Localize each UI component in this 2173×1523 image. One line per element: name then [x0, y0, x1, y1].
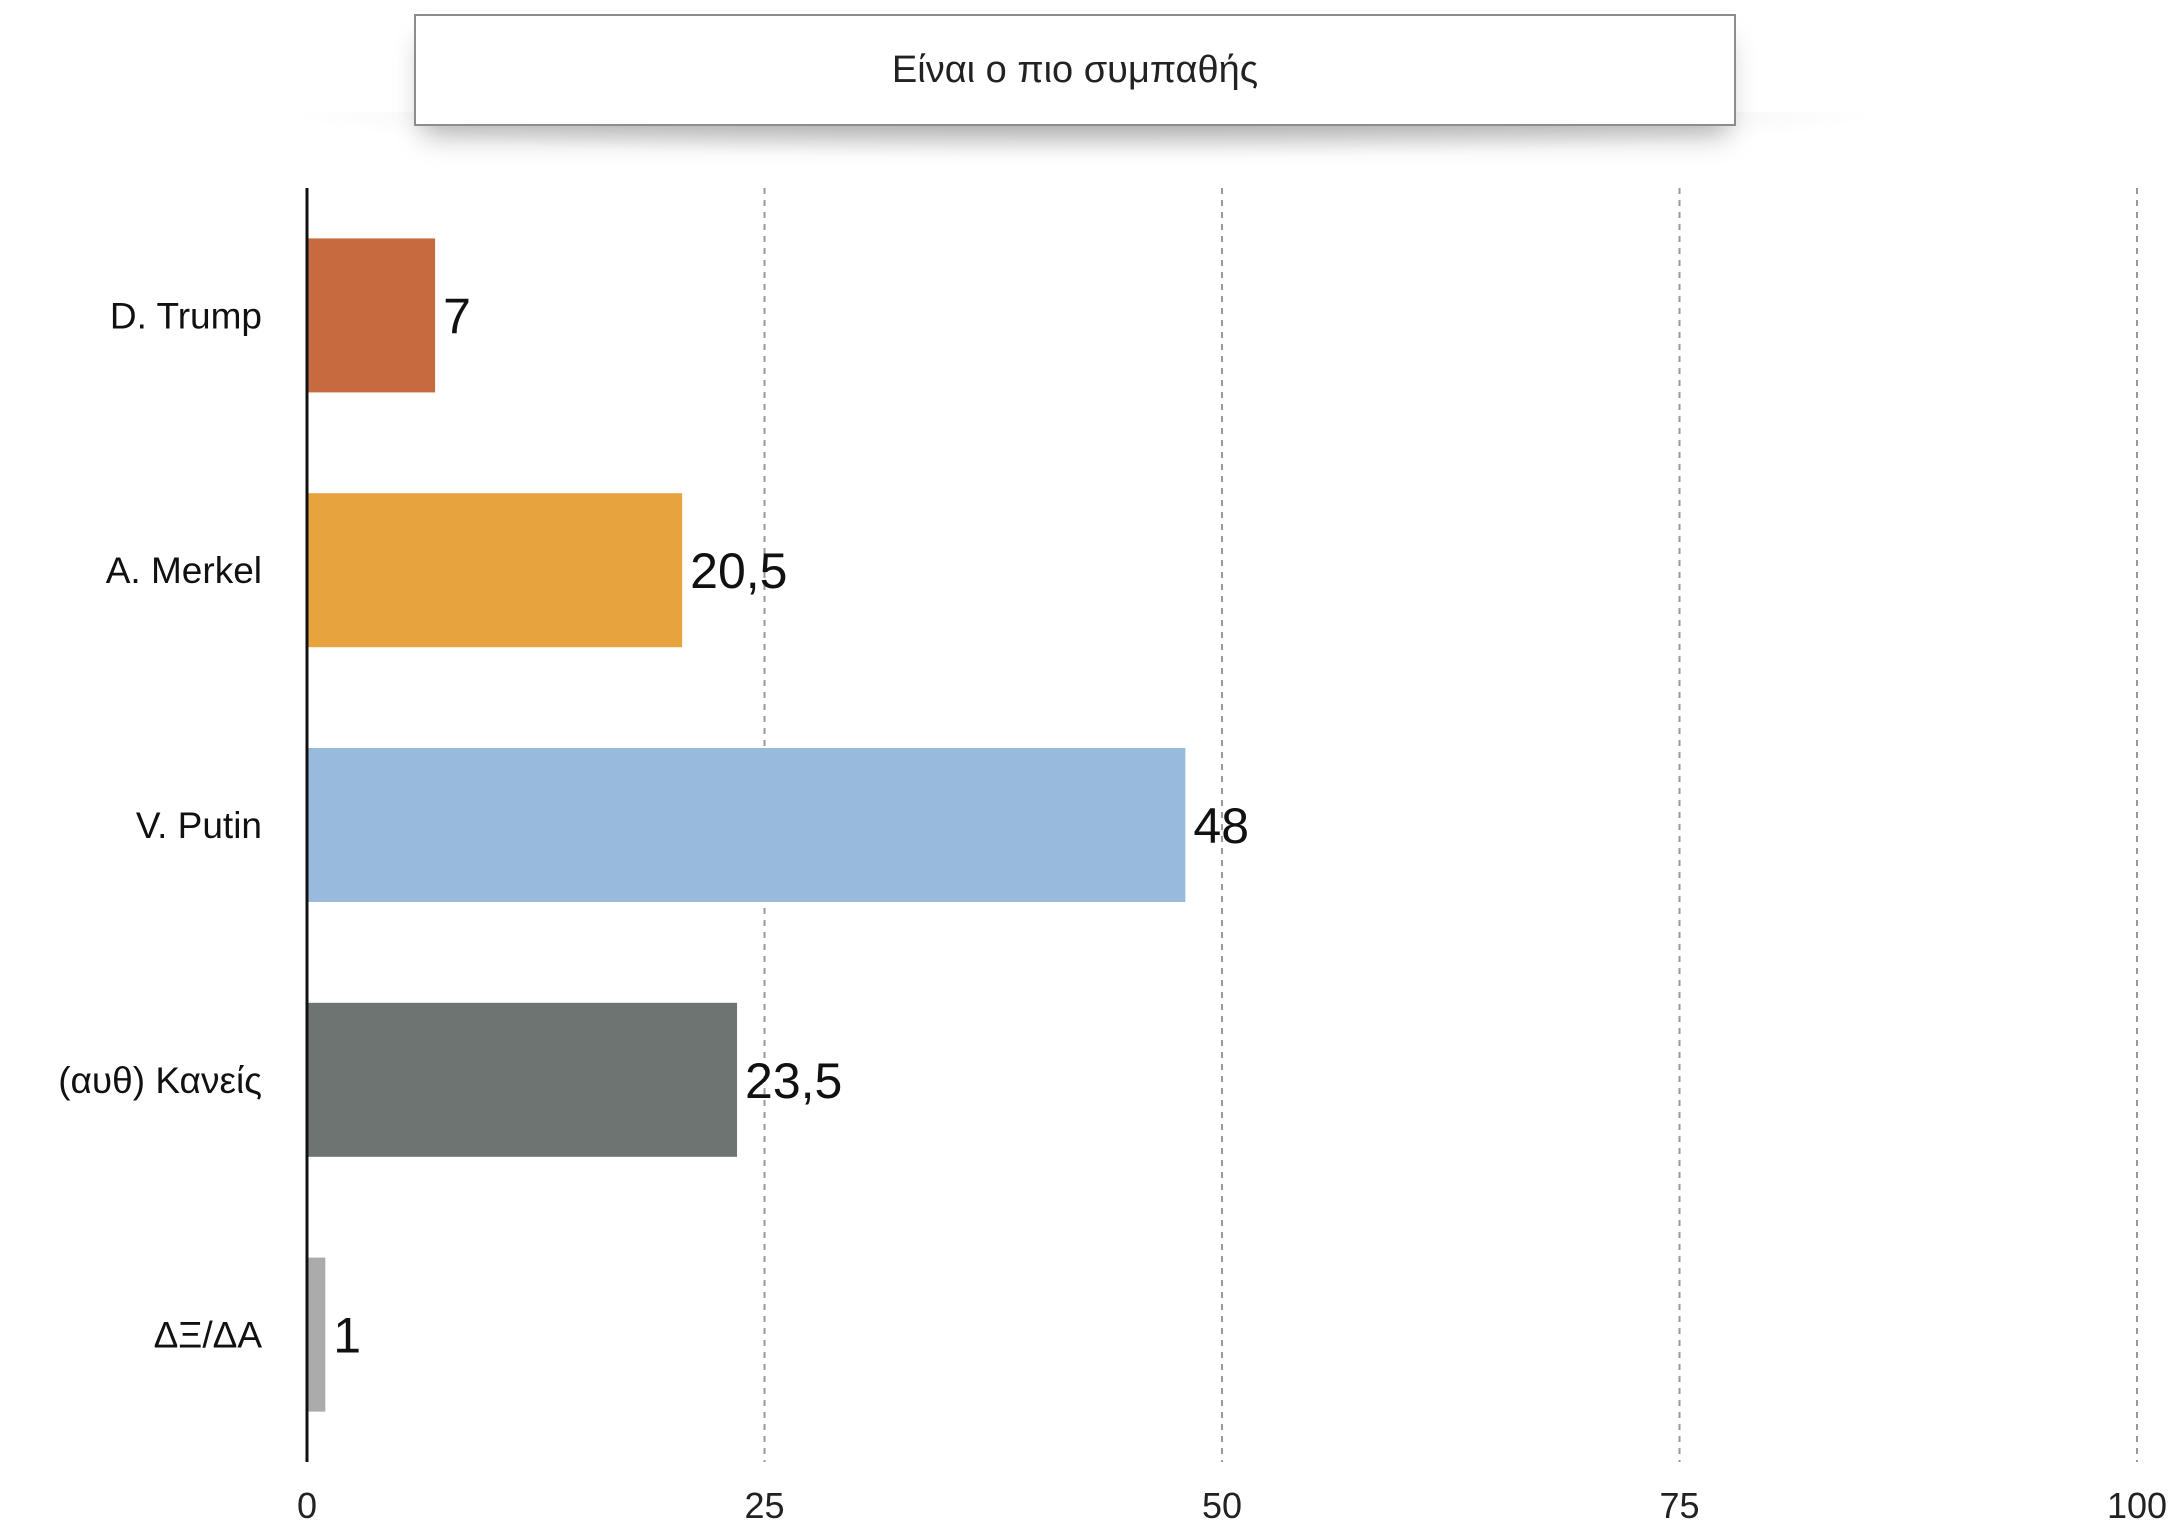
bars: 7 20,5 48 23,5 1 [307, 238, 1249, 1412]
category-label: ΔΞ/ΔΑ [154, 1315, 263, 1356]
bar-value-label: 48 [1193, 798, 1249, 854]
category-label: (αυθ) Κανείς [58, 1060, 262, 1101]
bar-value-label: 23,5 [745, 1053, 842, 1109]
bar-value-label: 20,5 [690, 543, 787, 599]
chart-title: Είναι ο πιο συμπαθής [414, 14, 1736, 126]
x-tick-label: 50 [1202, 1485, 1242, 1523]
bar [307, 1257, 326, 1412]
category-label: D. Trump [110, 295, 262, 336]
x-tick-label: 100 [2107, 1485, 2167, 1523]
bar [307, 493, 683, 648]
category-label: A. Merkel [106, 550, 262, 591]
x-tick-label: 25 [744, 1485, 784, 1523]
x-tick-label: 0 [297, 1485, 317, 1523]
x-tick-label: 75 [1659, 1485, 1699, 1523]
bar [307, 1002, 738, 1157]
bar [307, 748, 1186, 902]
bar-value-label: 7 [443, 288, 471, 344]
bar [307, 238, 436, 393]
bar-value-label: 1 [333, 1308, 361, 1364]
axes: 0 25 50 75 100 D. Trump A. Merkel V. Putin (αυθ)… [58, 188, 2167, 1523]
category-label: V. Putin [136, 805, 262, 846]
